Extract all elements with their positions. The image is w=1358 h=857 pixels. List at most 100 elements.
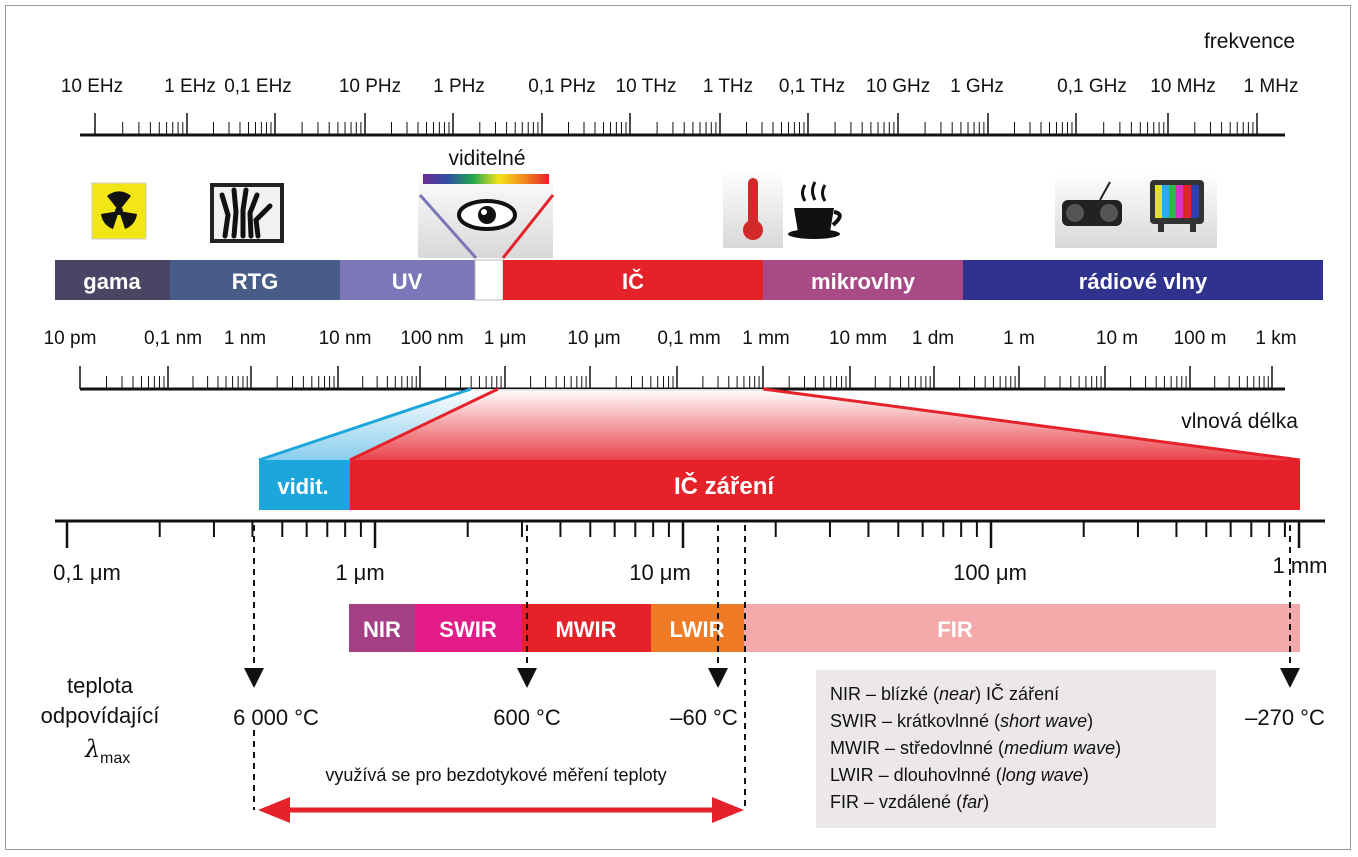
band-rtg	[170, 260, 340, 300]
band-uv	[340, 260, 475, 300]
wavelength-label: 10 nm	[319, 328, 372, 349]
zoom-visible-label: vidit.	[277, 474, 328, 499]
wavelength-label: 0,1 nm	[144, 328, 202, 349]
zoom-label-10um: 10 μm	[629, 560, 691, 585]
spectrum-band-bar: gama RTG UV IČ mikrovlny rádiové vlny	[55, 259, 1323, 301]
frequency-label: 0,1 GHz	[1057, 76, 1127, 97]
wavelength-label: 1 m	[1003, 328, 1035, 349]
zoom-label-1um: 1 μm	[335, 560, 384, 585]
subband-label-lwir: LWIR	[670, 617, 725, 642]
thermometer-icon	[723, 170, 783, 248]
band-label-gama: gama	[83, 269, 141, 294]
legend-item: MWIR – středovlnné (medium wave)	[830, 738, 1121, 758]
wavelength-ticks	[79, 366, 1273, 389]
frequency-axis: frekvence 10 EHz 1 EHz 0,1 EHz 10 PHz 1 PHz 0…	[61, 30, 1299, 137]
zoom-label-1mm: 1 mm	[1273, 553, 1328, 578]
coffee-cup-icon	[788, 181, 842, 239]
subband-label-nir: NIR	[363, 617, 401, 642]
band-visible	[474, 259, 504, 301]
subband-swir	[415, 604, 522, 652]
lambda-symbol: λ	[84, 735, 100, 763]
frequency-label: 1 GHz	[950, 76, 1004, 97]
diagram-frame	[5, 5, 1351, 850]
lambda-subscript: max	[100, 750, 130, 767]
temperature-markers	[244, 525, 1300, 810]
band-label-ir: IČ	[622, 269, 644, 294]
wavelength-label: 10 m	[1096, 328, 1138, 349]
band-radio	[963, 260, 1323, 300]
band-gama	[55, 260, 170, 300]
band-ir	[503, 260, 763, 300]
subband-label-swir: SWIR	[439, 617, 497, 642]
band-microwave	[763, 260, 963, 300]
wavelength-label: 10 mm	[829, 328, 887, 349]
zoom-label-100um: 100 μm	[953, 560, 1027, 585]
subband-label-fir: FIR	[937, 617, 973, 642]
zoom-ir-segment	[350, 460, 1300, 510]
wavelength-axis: 10 pm 0,1 nm 1 nm 10 nm 100 nm 1 μm 10 μm 0,1 m…	[44, 328, 1299, 433]
legend-item: LWIR – dlouhovlnné (long wave)	[830, 765, 1089, 785]
legend-item: NIR – blízké (near) IČ záření	[830, 683, 1059, 704]
wavelength-label: 0,1 mm	[657, 328, 720, 349]
temp-label-line2: odpovídající	[41, 703, 160, 728]
arrow-label: využívá se pro bezdotykové měření teplot…	[325, 765, 666, 785]
zoom-ir-label: IČ záření	[674, 472, 775, 500]
frequency-label: 10 GHz	[866, 76, 930, 97]
zoom-bar: vidit. IČ záření	[259, 460, 1300, 510]
contactless-measurement-arrow: využívá se pro bezdotykové měření teplot…	[258, 765, 744, 823]
band-label-rtg: RTG	[232, 269, 278, 294]
band-label-microwave: mikrovlny	[811, 269, 916, 294]
tv-icon	[1150, 180, 1204, 232]
temp-minus-270: –270 °C	[1245, 705, 1325, 730]
wavelength-label: 10 pm	[44, 328, 97, 349]
subband-lwir	[651, 604, 744, 652]
subband-nir	[349, 604, 415, 652]
frequency-label: 0,1 PHz	[528, 76, 596, 97]
wavelength-label: 1 μm	[484, 328, 527, 349]
ir-subbands: NIR SWIR MWIR LWIR FIR	[349, 604, 1300, 652]
temp-6000: 6 000 °C	[233, 705, 319, 730]
temperature-labels: teplota odpovídající λ max 6 000 °C 600 …	[41, 673, 1325, 767]
zoom-funnel	[258, 387, 1301, 462]
subband-mwir	[522, 604, 651, 652]
frequency-label: 0,1 EHz	[224, 76, 292, 97]
band-label-radio: rádiové vlny	[1079, 269, 1208, 294]
frequency-label: 1 MHz	[1244, 76, 1299, 97]
wavelength-label: 1 dm	[912, 328, 954, 349]
xray-hand-icon	[210, 183, 284, 243]
frequency-label: 10 THz	[616, 76, 677, 97]
legend-item: FIR – vzdálené (far)	[830, 792, 989, 812]
eye-spectrum-icon: viditelné	[418, 147, 555, 259]
frequency-label: 10 MHz	[1150, 76, 1215, 97]
zoom-ticks	[65, 521, 1301, 548]
legend-item: SWIR – krátkovlnné (short wave)	[830, 711, 1093, 731]
frequency-label: 0,1 THz	[779, 76, 845, 97]
wavelength-label: 1 nm	[224, 328, 266, 349]
temp-label-line1: teplota	[67, 673, 134, 698]
wavelength-label: 1 mm	[742, 328, 790, 349]
frequency-label: 1 EHz	[164, 76, 216, 97]
zoom-label-0-1um: 0,1 μm	[53, 560, 121, 585]
frequency-ticks	[94, 113, 1258, 135]
wavelength-label: 100 nm	[400, 328, 463, 349]
temp-minus-60: –60 °C	[670, 705, 738, 730]
wavelength-label: 1 km	[1255, 328, 1296, 349]
frequency-tick-labels: 10 EHz 1 EHz 0,1 EHz 10 PHz 1 PHz 0,1 PHz 10 T…	[61, 76, 1299, 97]
wavelength-title: vlnová délka	[1181, 410, 1298, 433]
temp-600: 600 °C	[493, 705, 561, 730]
visible-label: viditelné	[448, 147, 525, 170]
frequency-label: 1 PHz	[433, 76, 485, 97]
legend-background	[816, 670, 1216, 828]
wavelength-label: 10 μm	[567, 328, 620, 349]
wavelength-label: 100 m	[1174, 328, 1227, 349]
band-label-uv: UV	[392, 269, 423, 294]
wavelength-tick-labels: 10 pm 0,1 nm 1 nm 10 nm 100 nm 1 μm 10 μm 0,1 m…	[44, 328, 1297, 349]
radiation-icon	[91, 182, 147, 240]
frequency-label: 1 THz	[703, 76, 753, 97]
zoom-visible-segment	[259, 460, 350, 510]
frequency-label: 10 EHz	[61, 76, 123, 97]
frequency-label: 10 PHz	[339, 76, 401, 97]
subband-fir	[744, 604, 1300, 652]
frequency-title: frekvence	[1204, 30, 1295, 53]
